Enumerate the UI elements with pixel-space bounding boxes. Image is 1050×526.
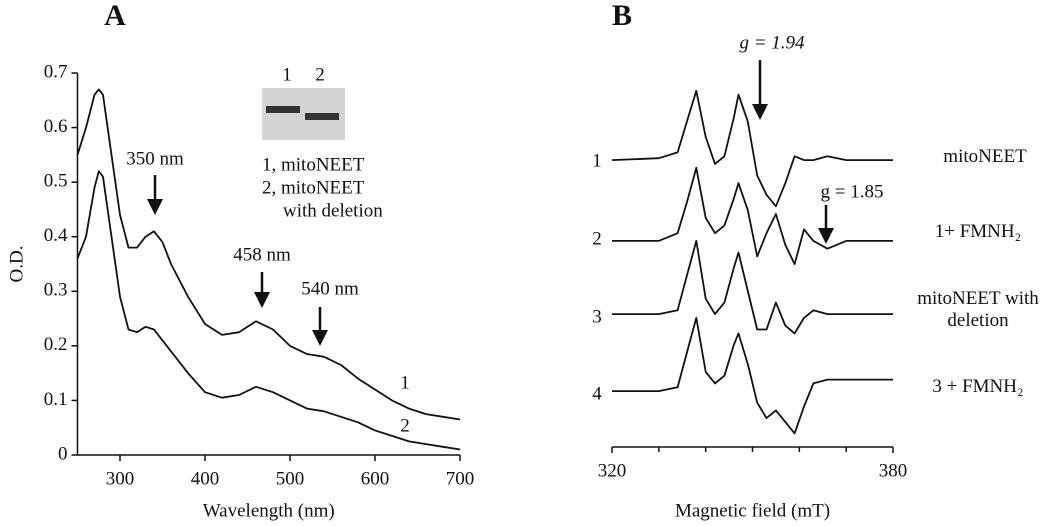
gel-band <box>305 113 339 120</box>
y-tick-label: 0.2 <box>44 334 68 355</box>
arrow-head <box>147 199 163 215</box>
gel-lane-label: 1 <box>282 64 292 85</box>
y-tick-label: 0.6 <box>44 116 68 137</box>
series-label: 1 <box>400 372 410 393</box>
x-tick-label: 500 <box>276 468 305 489</box>
trace-number: 3 <box>592 306 602 327</box>
legend-label: 1+ FMNH₂ <box>934 221 1022 242</box>
arrow-head <box>752 104 768 120</box>
panel-label: B <box>612 0 632 32</box>
y-tick-label: 0.7 <box>44 61 68 82</box>
x-tick-label: 380 <box>879 460 908 481</box>
arrow-head <box>312 330 328 346</box>
annotation: g = 1.85 <box>821 181 884 202</box>
annotation: 540 nm <box>301 278 359 299</box>
panel-label: A <box>104 0 126 32</box>
y-tick-label: 0.1 <box>44 389 68 410</box>
arrow-head <box>818 228 834 244</box>
annotation: 458 nm <box>233 244 291 265</box>
spectrum-line <box>611 89 893 208</box>
legend-label: mitoNEET with deletion <box>917 288 1039 331</box>
y-tick-label: 0.5 <box>44 171 68 192</box>
gel-band <box>266 106 300 113</box>
y-tick-label: 0 <box>58 443 68 464</box>
y-axis-label: O.D. <box>6 246 27 283</box>
trace-number: 1 <box>592 150 602 171</box>
series-label: 2 <box>400 415 410 436</box>
x-tick-label: 400 <box>191 468 220 489</box>
x-tick-label: 600 <box>361 468 390 489</box>
legend-label: 3 + FMNH₂ <box>932 376 1024 397</box>
x-tick-label: 320 <box>598 460 627 481</box>
spectrum-line <box>612 240 893 335</box>
inset-text: with deletion <box>283 200 383 221</box>
y-tick-label: 0.3 <box>44 280 68 301</box>
x-axis-label: Wavelength (nm) <box>203 500 335 521</box>
legend-label: mitoNEET <box>943 146 1027 167</box>
spectrum-line <box>612 317 893 435</box>
inset-text: 2, mitoNEET <box>262 177 365 198</box>
y-tick-label: 0.4 <box>44 225 68 246</box>
x-tick-label: 300 <box>106 468 135 489</box>
trace-number: 4 <box>592 383 602 404</box>
annotation: g = 1.94 <box>739 32 805 53</box>
annotation: 350 nm <box>126 148 184 169</box>
trace-number: 2 <box>592 228 602 249</box>
inset-text: 1, mitoNEET <box>262 154 365 175</box>
arrow-head <box>254 292 270 308</box>
x-tick-label: 700 <box>446 468 475 489</box>
gel-lane-label: 2 <box>315 64 325 85</box>
spectrum-line <box>612 166 893 265</box>
spectrum-line <box>76 170 461 451</box>
x-axis-label: Magnetic field (mT) <box>675 500 830 521</box>
spectrum-line <box>76 88 461 421</box>
